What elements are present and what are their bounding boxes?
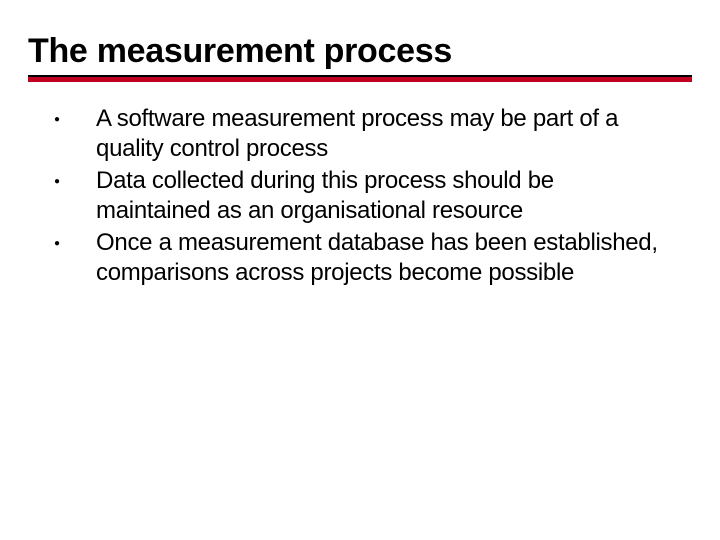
list-item: ● Once a measurement database has been e… (54, 228, 672, 288)
bullet-marker: ● (54, 238, 60, 249)
slide-title: The measurement process (28, 32, 692, 71)
slide-container: The measurement process ● A software mea… (0, 0, 720, 540)
bullet-text: Data collected during this process shoul… (96, 166, 672, 226)
bullet-text: Once a measurement database has been est… (96, 228, 672, 288)
bullet-marker: ● (54, 176, 60, 187)
bullet-marker: ● (54, 114, 60, 125)
slide-content: ● A software measurement process may be … (28, 104, 692, 288)
list-item: ● Data collected during this process sho… (54, 166, 672, 226)
title-underline-thick (28, 77, 692, 82)
list-item: ● A software measurement process may be … (54, 104, 672, 164)
bullet-text: A software measurement process may be pa… (96, 104, 672, 164)
